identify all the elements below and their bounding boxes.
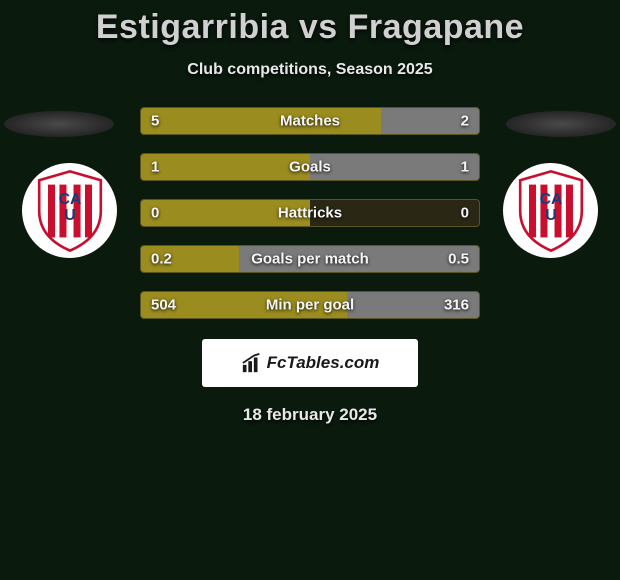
chart-icon bbox=[241, 352, 263, 374]
stat-row: 1 Goals 1 bbox=[140, 153, 480, 181]
stats-container: 5 Matches 2 1 Goals 1 0 Hattricks 0 0.2 Goals per … bbox=[140, 107, 480, 319]
stat-name: Matches bbox=[280, 113, 340, 130]
fctables-logo[interactable]: FcTables.com bbox=[202, 339, 418, 387]
stat-value-left: 5 bbox=[151, 113, 159, 130]
shield-icon: CA U bbox=[26, 167, 114, 255]
stat-value-left: 0 bbox=[151, 205, 159, 222]
main-content: CA U CA U 5 Matches 2 1 Goals 1 0 Hattricks 0 0.2… bbox=[0, 107, 620, 425]
bar-segment-right bbox=[310, 154, 479, 180]
stat-row: 0.2 Goals per match 0.5 bbox=[140, 245, 480, 273]
subtitle: Club competitions, Season 2025 bbox=[0, 47, 620, 79]
stat-row: 0 Hattricks 0 bbox=[140, 199, 480, 227]
date-label: 18 february 2025 bbox=[0, 405, 620, 425]
stat-name: Min per goal bbox=[266, 297, 354, 314]
stat-value-right: 0 bbox=[461, 205, 469, 222]
stat-name: Goals per match bbox=[251, 251, 369, 268]
stat-value-right: 316 bbox=[444, 297, 469, 314]
logo-text: FcTables.com bbox=[267, 353, 380, 373]
page-title: Estigarribia vs Fragapane bbox=[0, 0, 620, 47]
stat-value-right: 1 bbox=[461, 159, 469, 176]
bar-segment-left bbox=[141, 154, 310, 180]
team-badge-right: CA U bbox=[503, 163, 598, 258]
svg-text:CA: CA bbox=[58, 190, 81, 207]
stat-value-right: 2 bbox=[461, 113, 469, 130]
stat-row: 5 Matches 2 bbox=[140, 107, 480, 135]
stat-name: Hattricks bbox=[278, 205, 342, 222]
stat-row: 504 Min per goal 316 bbox=[140, 291, 480, 319]
stat-value-left: 1 bbox=[151, 159, 159, 176]
svg-text:CA: CA bbox=[539, 190, 562, 207]
bar-segment-left bbox=[141, 108, 381, 134]
svg-text:U: U bbox=[64, 206, 75, 223]
stat-value-left: 0.2 bbox=[151, 251, 172, 268]
stat-value-right: 0.5 bbox=[448, 251, 469, 268]
shadow-ellipse-right bbox=[506, 111, 616, 137]
stat-name: Goals bbox=[289, 159, 331, 176]
stat-value-left: 504 bbox=[151, 297, 176, 314]
shadow-ellipse-left bbox=[4, 111, 114, 137]
team-badge-left: CA U bbox=[22, 163, 117, 258]
shield-icon: CA U bbox=[507, 167, 595, 255]
svg-text:U: U bbox=[545, 206, 556, 223]
